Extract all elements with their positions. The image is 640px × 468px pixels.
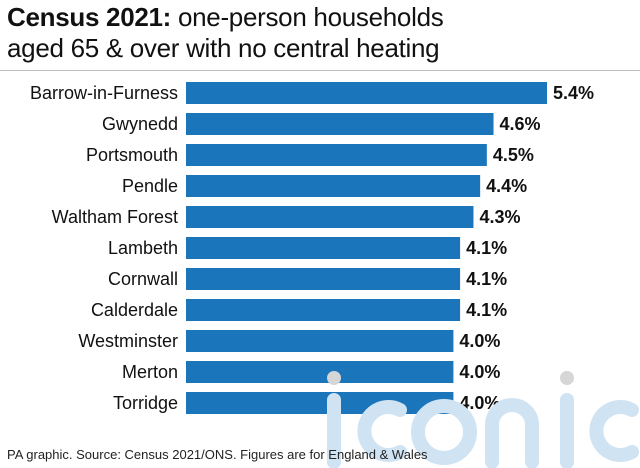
category-label: Barrow-in-Furness bbox=[30, 83, 178, 103]
value-label: 4.1% bbox=[466, 300, 507, 320]
title-line2: aged 65 & over with no central heating bbox=[7, 33, 440, 63]
category-label: Merton bbox=[122, 362, 178, 382]
category-label: Calderdale bbox=[91, 300, 178, 320]
bar bbox=[186, 175, 481, 197]
value-label: 4.5% bbox=[493, 145, 534, 165]
value-label: 4.4% bbox=[486, 176, 527, 196]
category-label: Cornwall bbox=[108, 269, 178, 289]
category-label: Lambeth bbox=[108, 238, 178, 258]
category-label: Torridge bbox=[113, 393, 178, 413]
value-label: 4.1% bbox=[466, 269, 507, 289]
value-label: 4.0% bbox=[459, 393, 500, 413]
value-label: 4.3% bbox=[479, 207, 520, 227]
chart-title: Census 2021: one-person households aged … bbox=[7, 2, 627, 64]
value-label: 4.0% bbox=[459, 362, 500, 382]
title-line1-rest: one-person households bbox=[171, 2, 444, 32]
bar bbox=[186, 361, 454, 383]
title-bold-part: Census 2021: bbox=[7, 2, 172, 32]
category-label: Waltham Forest bbox=[52, 207, 178, 227]
category-label: Pendle bbox=[122, 176, 178, 196]
bar bbox=[186, 268, 461, 290]
category-label: Westminster bbox=[78, 331, 178, 351]
value-label: 4.0% bbox=[459, 331, 500, 351]
bar bbox=[186, 299, 461, 321]
bar bbox=[186, 82, 547, 104]
bar bbox=[186, 392, 454, 414]
title-divider bbox=[0, 70, 640, 71]
category-label: Gwynedd bbox=[102, 114, 178, 134]
bar bbox=[186, 113, 494, 135]
bar bbox=[186, 206, 474, 228]
bar bbox=[186, 144, 487, 166]
bar bbox=[186, 330, 454, 352]
bar bbox=[186, 237, 461, 259]
value-label: 4.6% bbox=[500, 114, 541, 134]
value-label: 4.1% bbox=[466, 238, 507, 258]
category-label: Portsmouth bbox=[86, 145, 178, 165]
source-footnote: PA graphic. Source: Census 2021/ONS. Fig… bbox=[7, 447, 428, 462]
value-label: 5.4% bbox=[553, 83, 594, 103]
